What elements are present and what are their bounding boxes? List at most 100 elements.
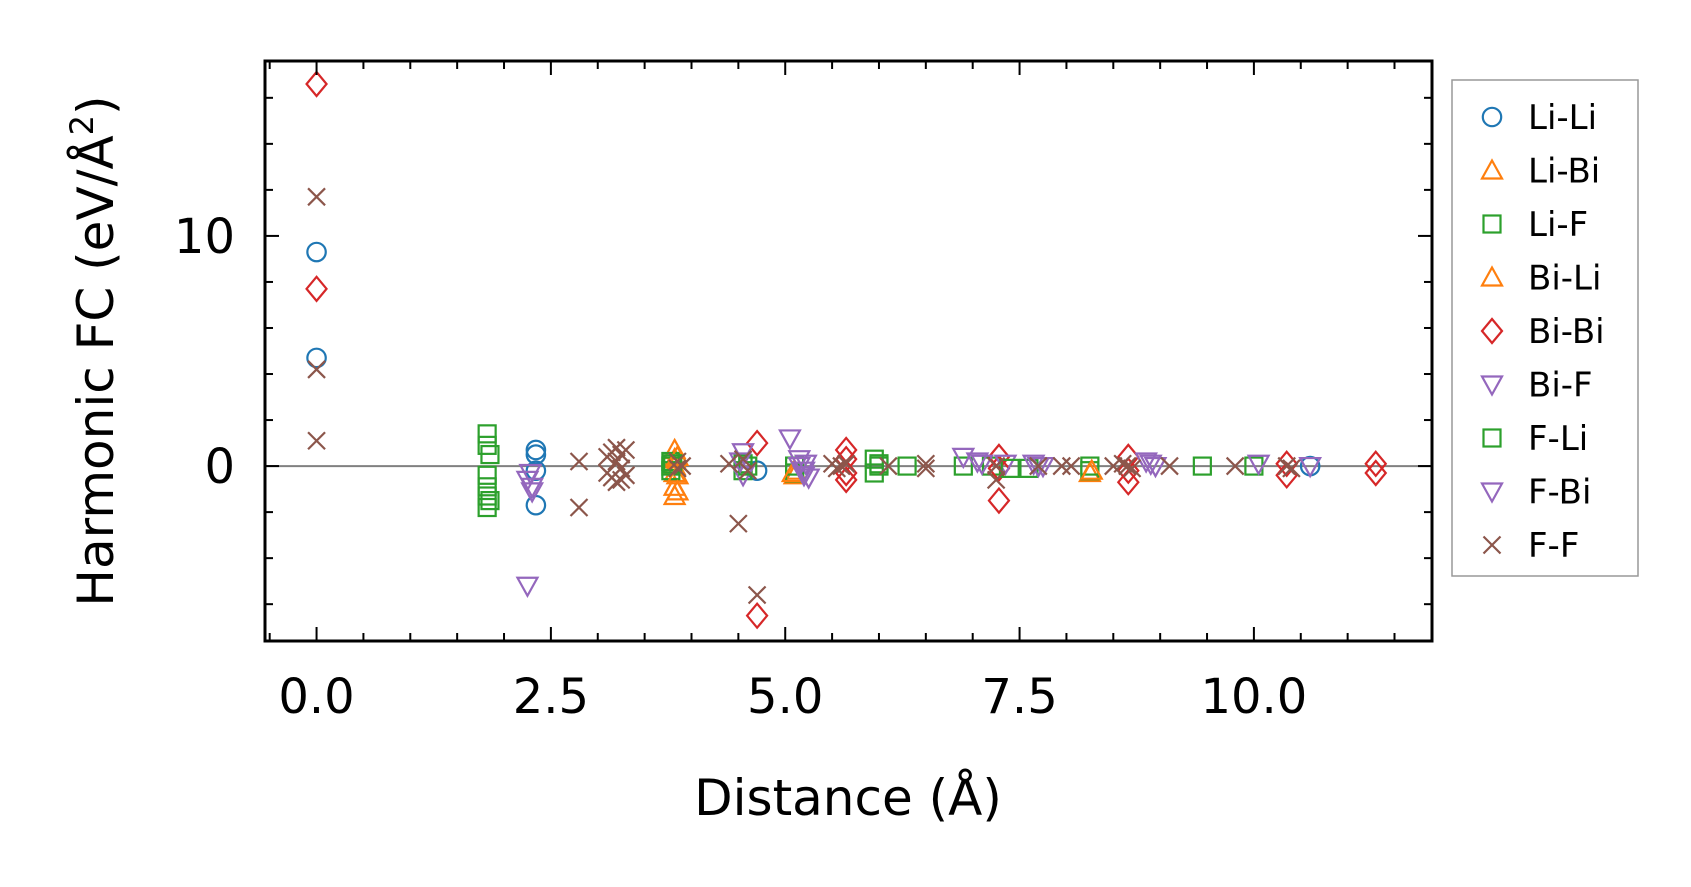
legend-marker <box>1482 214 1502 234</box>
data-point <box>477 465 497 485</box>
data-point <box>970 454 994 477</box>
data-point <box>1052 456 1072 476</box>
data-point <box>1143 456 1168 479</box>
data-point <box>1246 454 1271 477</box>
data-point <box>778 429 802 451</box>
data-point <box>668 459 687 478</box>
data-point <box>1277 456 1296 476</box>
legend-marker <box>1480 375 1504 397</box>
data-point <box>745 429 769 457</box>
data-point <box>665 479 690 501</box>
data-point <box>607 472 626 492</box>
data-point <box>1061 456 1081 476</box>
data-point <box>305 275 328 303</box>
legend-label: Li-Bi <box>1528 152 1600 192</box>
data-point <box>787 450 812 472</box>
data-point <box>1160 456 1179 476</box>
legend-marker <box>1481 106 1503 128</box>
y-tick-label: 0 <box>204 439 235 495</box>
data-point <box>1113 454 1132 474</box>
legend-label: Li-F <box>1528 205 1588 245</box>
data-point <box>569 498 589 517</box>
ticks-layer: 0.0 2.5 5.0 7.5 10.0 0 10 <box>174 61 1432 725</box>
x-tick-label: 2.5 <box>513 669 589 725</box>
legend-frame <box>1451 79 1639 577</box>
data-point <box>480 444 500 465</box>
data-point <box>738 461 758 480</box>
legend-entry-bi-bi: Bi-Bi <box>1480 312 1605 352</box>
y-axis-title: Harmonic FC (eV/Å2) <box>63 95 125 606</box>
legend-entry-bi-li: Bi-Li <box>1480 259 1601 299</box>
x-axis-title: Distance (Å) <box>694 769 1002 827</box>
data-point <box>1364 459 1388 487</box>
data-point <box>993 454 1018 477</box>
legend-label: Bi-F <box>1528 366 1593 406</box>
data-point <box>569 452 589 471</box>
data-point <box>729 514 748 533</box>
data-point <box>1079 458 1104 480</box>
data-point <box>986 470 1006 490</box>
data-point <box>965 452 990 474</box>
x-tick-label: 10.0 <box>1200 669 1307 725</box>
data-point <box>832 456 851 476</box>
x-tick-label: 7.5 <box>981 669 1057 725</box>
data-point <box>953 456 973 476</box>
y-axis-title-main: Harmonic FC (eV/Å <box>67 135 125 606</box>
plot-frame <box>263 59 1434 643</box>
legend: Li-Li Li-Bi Li-F Bi-Li Bi-Bi Bi-F F-Li F-Bi F-F <box>1451 79 1639 577</box>
data-point <box>986 456 1006 476</box>
legend-marker <box>1480 158 1504 180</box>
x-tick-label: 5.0 <box>747 669 823 725</box>
data-point <box>1138 454 1163 477</box>
legend-entry-li-li: Li-Li <box>1481 98 1597 138</box>
data-point <box>477 424 497 444</box>
legend-entry-li-bi: Li-Bi <box>1480 152 1600 192</box>
data-point <box>1298 456 1323 479</box>
y-axis-title-superscript: 2 <box>63 115 101 135</box>
legend-marker <box>1482 535 1502 555</box>
legend-label: F-F <box>1528 526 1579 566</box>
data-point <box>1118 456 1137 476</box>
data-point <box>305 70 328 98</box>
data-point <box>792 466 816 488</box>
data-point <box>987 454 1011 483</box>
data-point <box>836 454 856 474</box>
data-point <box>477 486 497 506</box>
data-point <box>951 447 976 470</box>
data-point <box>1134 452 1158 474</box>
data-point <box>916 459 936 478</box>
data-point <box>307 360 326 379</box>
data-point <box>1282 459 1301 478</box>
legend-label: Bi-Bi <box>1528 312 1605 352</box>
data-point <box>306 347 327 369</box>
data-point <box>733 449 753 469</box>
data-point <box>307 187 326 207</box>
legend-marker <box>1482 428 1502 448</box>
data-point <box>307 431 326 451</box>
x-tick-label: 0.0 <box>278 669 354 725</box>
legend-label: F-Li <box>1528 419 1588 459</box>
data-point <box>834 466 858 494</box>
data-point <box>1364 450 1388 478</box>
legend-marker <box>1480 482 1504 504</box>
legend-label: Bi-Li <box>1528 259 1601 299</box>
data-point <box>306 241 327 263</box>
data-point <box>1122 459 1142 478</box>
legend-entry-li-f: Li-F <box>1482 205 1588 245</box>
series-f-f <box>307 187 1301 605</box>
data-point <box>1000 458 1020 478</box>
data-point <box>747 585 767 605</box>
data-point <box>1029 456 1048 476</box>
data-point <box>793 454 818 477</box>
y-axis-title-close: ) <box>67 95 125 115</box>
legend-entry-bi-f: Bi-F <box>1480 366 1593 406</box>
legend-label: F-Bi <box>1528 473 1591 513</box>
data-point <box>477 497 497 518</box>
data-point <box>616 440 636 460</box>
legend-entry-f-f: F-F <box>1482 526 1579 566</box>
data-point <box>525 444 547 465</box>
y-tick-label: 10 <box>174 209 235 265</box>
data-point <box>879 456 898 476</box>
